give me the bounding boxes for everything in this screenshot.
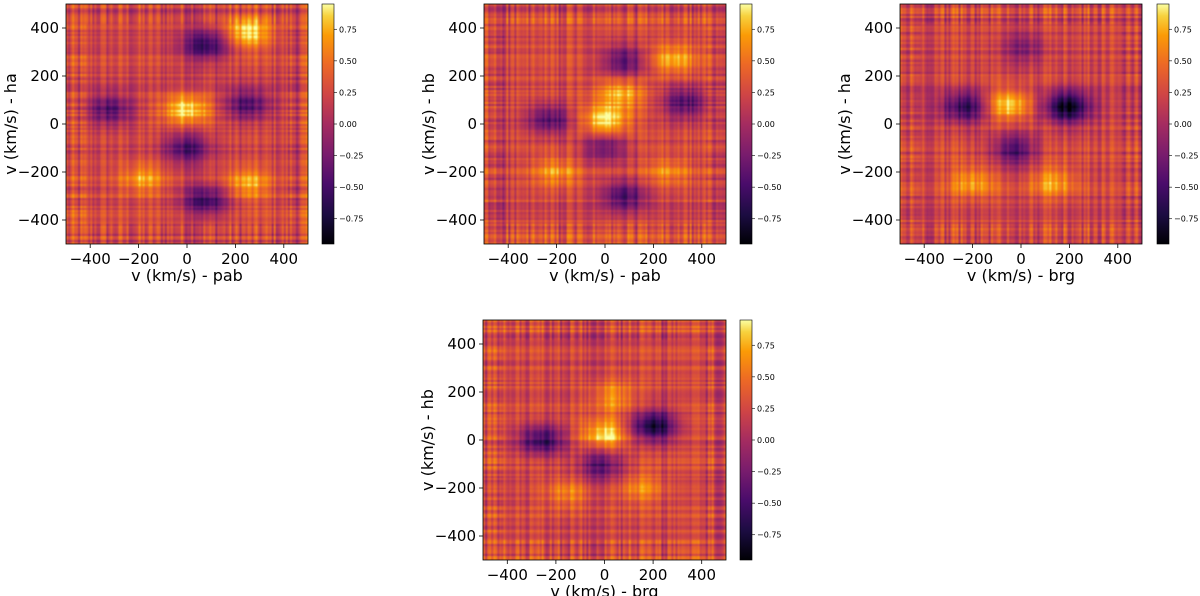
colorbar-tick-label: −0.25 (1174, 152, 1199, 161)
colorbar-tick-label: −0.75 (1174, 215, 1199, 224)
x-tick-label: 0 (600, 566, 610, 584)
colorbar-tick-label: 0.50 (1174, 57, 1192, 66)
x-axis-label: v (km/s) - pab (549, 266, 661, 285)
colorbar-tick-label: 0.00 (339, 120, 357, 129)
y-tick-label: −200 (852, 163, 893, 181)
colorbar-tick-label: 0.75 (757, 25, 775, 34)
colorbar-tick-label: −0.75 (757, 215, 782, 224)
colorbar-tick-label: 0.00 (757, 436, 775, 445)
colorbar (739, 3, 753, 245)
y-tick-label: −200 (435, 479, 476, 497)
colorbar-tick-label: −0.50 (757, 499, 782, 508)
y-tick-label: 400 (30, 19, 59, 37)
x-tick-label: −400 (488, 250, 529, 268)
colorbar-tick-label: 0.50 (339, 57, 357, 66)
x-tick-label: −400 (904, 250, 945, 268)
y-tick-label: 0 (466, 431, 476, 449)
y-tick-label: 200 (864, 67, 893, 85)
y-tick-label: 0 (883, 115, 893, 133)
colorbar-tick-label: −0.50 (1174, 183, 1199, 192)
y-tick-label: −400 (852, 211, 893, 229)
x-axis-label: v (km/s) - brg (967, 266, 1075, 285)
x-axis-label: v (km/s) - brg (550, 582, 658, 596)
x-tick-label: 400 (687, 566, 716, 584)
y-axis-label: v (km/s) - hb (418, 389, 437, 491)
y-tick-label: −400 (18, 211, 59, 229)
x-tick-label: −200 (952, 250, 993, 268)
x-tick-label: −400 (70, 250, 111, 268)
y-axis-label: v (km/s) - hb (419, 73, 438, 175)
colorbar-tick-label: 0.00 (1174, 120, 1192, 129)
y-tick-label: 200 (448, 67, 477, 85)
heatmap-image (900, 4, 1142, 244)
colorbar-tick-label: 0.75 (1174, 25, 1192, 34)
x-tick-label: 200 (639, 250, 668, 268)
colorbar-tick-label: 0.75 (339, 25, 357, 34)
colorbar-tick-label: −0.25 (339, 152, 364, 161)
colorbar-tick-label: 0.75 (757, 341, 775, 350)
y-axis-label: v (km/s) - ha (1, 73, 20, 175)
colorbar-tick-label: 0.25 (757, 404, 775, 413)
colorbar-tick-label: −0.75 (757, 531, 782, 540)
x-tick-label: 0 (182, 250, 192, 268)
y-tick-label: 400 (448, 19, 477, 37)
x-tick-label: 400 (687, 250, 716, 268)
colorbar (739, 319, 753, 561)
y-axis-label: v (km/s) - ha (835, 73, 854, 175)
chart-panel-1: −400 −200 0 200 400 −400 −200 0 200 400 v (km/s) -… (1, 3, 364, 285)
x-tick-label: 200 (639, 566, 668, 584)
x-tick-label: −400 (487, 566, 528, 584)
colorbar-tick-label: 0.25 (339, 88, 357, 97)
y-tick-label: 0 (49, 115, 59, 133)
heatmap-image (484, 4, 726, 244)
colorbar (321, 3, 335, 245)
colorbar-tick-label: −0.50 (339, 183, 364, 192)
colorbar (1156, 3, 1170, 245)
heatmap-image (66, 4, 308, 244)
x-tick-label: −200 (535, 566, 576, 584)
x-tick-label: 400 (1103, 250, 1132, 268)
colorbar-tick-label: 0.50 (757, 373, 775, 382)
chart-panel-2: −400 −200 0 200 400 −400 −200 0 200 400 v (km/s) -… (419, 3, 782, 285)
x-tick-label: 0 (1016, 250, 1026, 268)
y-tick-label: 0 (467, 115, 477, 133)
colorbar-tick-label: 0.00 (757, 120, 775, 129)
y-tick-label: 400 (864, 19, 893, 37)
x-tick-label: 200 (1055, 250, 1084, 268)
colorbar-tick-label: 0.50 (757, 57, 775, 66)
x-tick-label: 0 (600, 250, 610, 268)
colorbar-tick-label: 0.25 (1174, 88, 1192, 97)
colorbar-tick-label: −0.50 (757, 183, 782, 192)
y-tick-label: −400 (435, 527, 476, 545)
y-tick-label: −400 (436, 211, 477, 229)
colorbar-tick-label: 0.25 (757, 88, 775, 97)
colorbar-tick-label: −0.75 (339, 215, 364, 224)
y-tick-label: −200 (18, 163, 59, 181)
colorbar-tick-label: −0.25 (757, 468, 782, 477)
x-tick-label: 400 (269, 250, 298, 268)
x-tick-label: 200 (221, 250, 250, 268)
x-axis-label: v (km/s) - pab (131, 266, 243, 285)
y-tick-label: 400 (447, 335, 476, 353)
x-tick-label: −200 (118, 250, 159, 268)
y-tick-label: 200 (30, 67, 59, 85)
y-tick-label: 200 (447, 383, 476, 401)
heatmap-image (483, 320, 726, 560)
chart-panel-3: −400 −200 0 200 400 −400 −200 0 200 400 v (km/s) -… (835, 3, 1199, 285)
colorbar-tick-label: −0.25 (757, 152, 782, 161)
chart-panel-4: −400 −200 0 200 400 −400 −200 0 200 400 v (km/s) -… (418, 319, 782, 596)
x-tick-label: −200 (536, 250, 577, 268)
y-tick-label: −200 (436, 163, 477, 181)
